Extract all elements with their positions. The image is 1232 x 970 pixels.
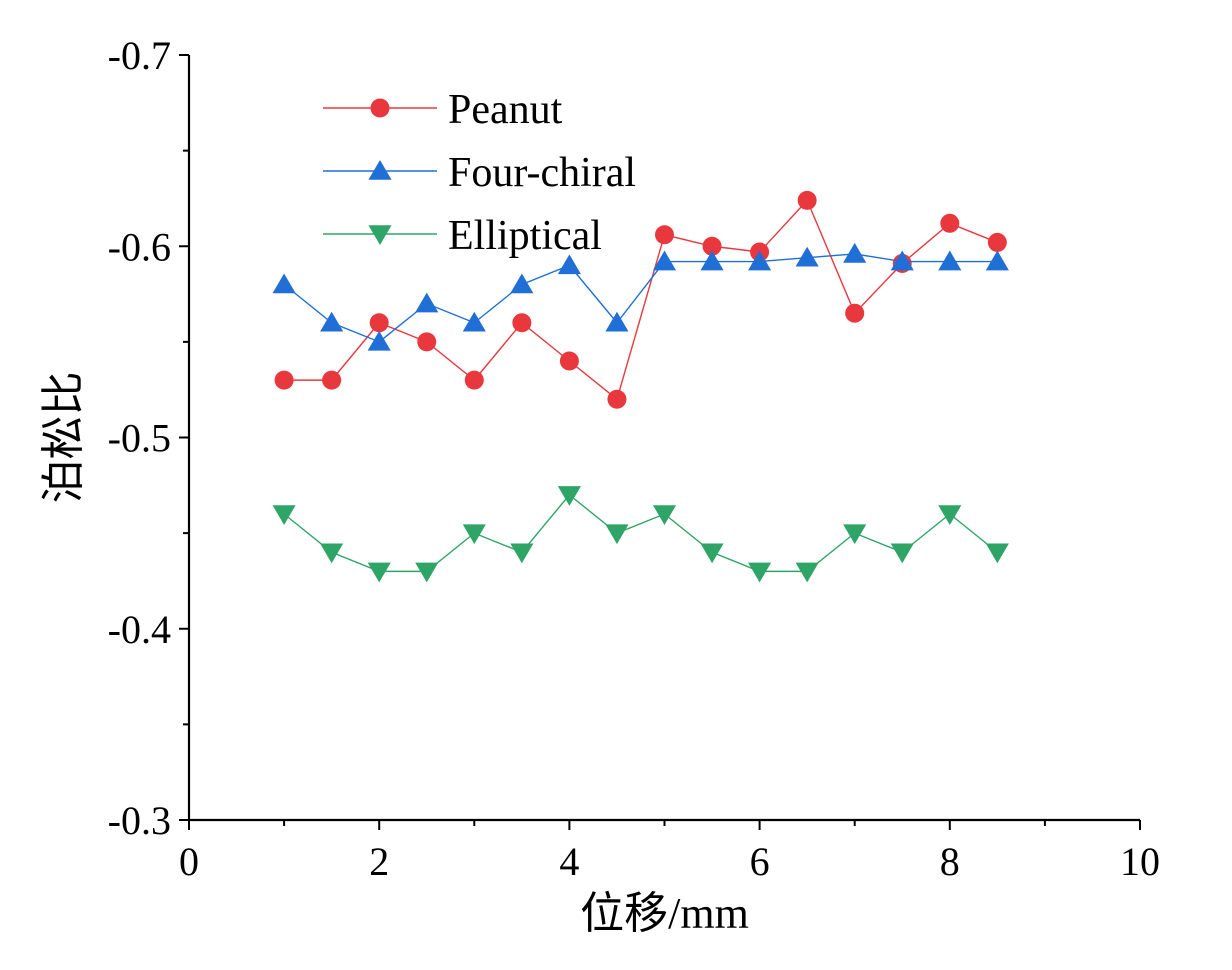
data-point — [320, 311, 344, 332]
series-line — [283, 493, 998, 573]
data-point — [607, 389, 627, 409]
data-point — [655, 225, 674, 245]
data-point — [462, 311, 486, 332]
data-point — [843, 524, 867, 545]
legend-label: Peanut — [448, 87, 563, 133]
y-tick-label: -0.7 — [108, 33, 171, 78]
series-line — [284, 199, 998, 401]
x-tick-label: 2 — [369, 839, 389, 884]
data-point — [512, 313, 532, 333]
data-point — [559, 351, 579, 371]
axes: 0 2 4 6 8 10 -0.7 -0.6 -0.5 -0.4 -0.3 — [108, 33, 1160, 884]
y-axis-title: 泊松比 — [39, 372, 88, 504]
legend-entry: Elliptical — [323, 213, 602, 259]
data-point — [272, 273, 296, 294]
data-point — [369, 313, 389, 333]
data-point — [748, 562, 772, 583]
data-point — [795, 562, 819, 583]
data-point — [987, 232, 1007, 252]
data-point — [320, 543, 344, 564]
data-point — [748, 250, 772, 271]
x-axis-title: 位移/mm — [580, 889, 749, 938]
x-tick-label: 4 — [559, 839, 579, 884]
data-point — [890, 543, 914, 564]
x-tick-label: 8 — [940, 839, 960, 884]
legend-marker — [370, 98, 390, 118]
data-point — [652, 250, 677, 271]
data-point — [845, 303, 865, 323]
legend-label: Elliptical — [448, 213, 602, 259]
data-point — [985, 250, 1009, 271]
data-point — [797, 190, 817, 210]
data-point — [272, 505, 296, 525]
x-tick-label: 6 — [750, 839, 770, 884]
data-point — [940, 213, 960, 233]
legend-marker — [368, 225, 392, 245]
data-point — [274, 370, 294, 390]
data-point — [557, 254, 581, 275]
legend: Peanut Four-chiral Elliptical — [323, 87, 636, 259]
data-point — [367, 330, 391, 351]
data-point — [843, 242, 867, 263]
legend-label: Four-chiral — [448, 150, 636, 196]
series-four-chiral — [272, 242, 1009, 351]
data-point — [938, 505, 962, 525]
data-point — [415, 292, 439, 313]
data-point — [367, 562, 391, 583]
data-point — [510, 543, 534, 564]
data-point — [605, 524, 629, 545]
plot-area — [272, 190, 1009, 583]
data-point — [700, 250, 724, 271]
data-point — [322, 370, 342, 390]
series-elliptical — [272, 486, 1009, 583]
legend-entry: Four-chiral — [323, 150, 636, 196]
data-point — [700, 543, 724, 564]
data-point — [652, 505, 677, 525]
data-point — [462, 524, 486, 545]
data-point — [702, 236, 722, 256]
series-peanut — [274, 190, 1007, 409]
series-line — [283, 253, 998, 343]
legend-entry: Peanut — [323, 87, 563, 133]
data-point — [985, 543, 1009, 564]
legend-marker — [368, 160, 392, 180]
y-tick-label: -0.5 — [108, 416, 171, 461]
y-tick-label: -0.6 — [108, 224, 171, 269]
x-tick-label: 10 — [1120, 839, 1160, 884]
data-point — [464, 370, 484, 390]
data-point — [795, 246, 819, 267]
data-point — [415, 562, 439, 583]
data-point — [605, 311, 629, 332]
y-tick-label: -0.4 — [108, 607, 171, 652]
data-point — [557, 486, 581, 506]
data-point — [890, 250, 914, 271]
data-point — [417, 332, 437, 352]
y-tick-label: -0.3 — [108, 798, 171, 843]
x-tick-label: 0 — [179, 839, 199, 884]
data-point — [938, 250, 962, 271]
data-point — [510, 273, 534, 294]
